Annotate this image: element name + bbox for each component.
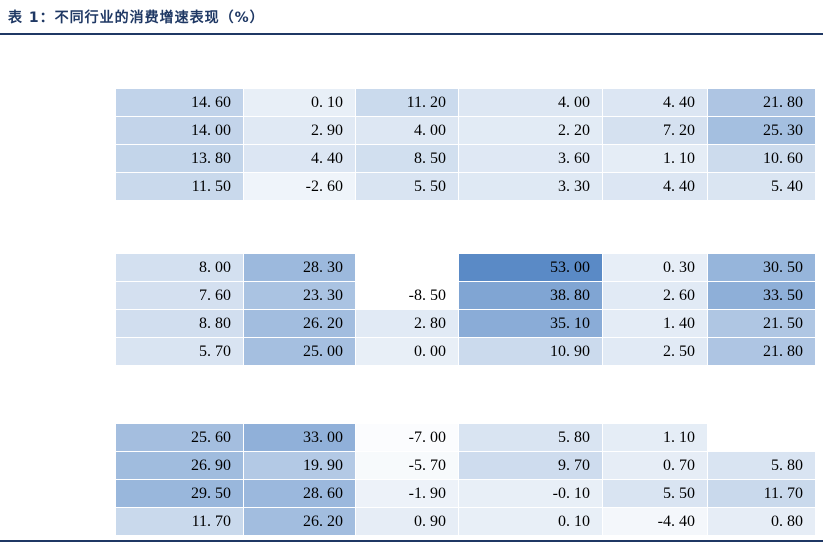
table-cell: 8. 50 <box>355 144 459 173</box>
table-cell: 9. 70 <box>458 451 603 480</box>
table-cell: 53. 00 <box>458 253 603 282</box>
heatmap-tables: 14. 60 0. 10 11. 20 4. 00 4. 40 21. 80 14. 00 2… <box>115 88 816 536</box>
table-cell: 8. 80 <box>115 309 244 338</box>
table-cell: 2. 80 <box>355 309 459 338</box>
table-row: 14. 00 2. 90 4. 00 2. 20 7. 20 25. 30 <box>115 116 816 145</box>
table-cell: 33. 50 <box>707 281 816 310</box>
table-cell: 3. 30 <box>458 172 603 201</box>
table-cell: 11. 20 <box>355 88 459 117</box>
table-cell: 4. 00 <box>355 116 459 145</box>
table-row: 14. 60 0. 10 11. 20 4. 00 4. 40 21. 80 <box>115 88 816 117</box>
table-cell: 5. 80 <box>707 451 816 480</box>
table-cell: 5. 80 <box>458 423 603 452</box>
table-cell: 38. 80 <box>458 281 603 310</box>
table-cell: 0. 00 <box>355 337 459 366</box>
table-cell: 8. 00 <box>115 253 244 282</box>
table-row: 26. 90 19. 90 -5. 70 9. 70 0. 70 5. 80 <box>115 451 816 480</box>
table-row: 29. 50 28. 60 -1. 90 -0. 10 5. 50 11. 70 <box>115 479 816 508</box>
table-cell: 14. 60 <box>115 88 244 117</box>
table-cell: 26. 20 <box>243 507 356 536</box>
table-cell: 29. 50 <box>115 479 244 508</box>
table-cell: 10. 60 <box>707 144 816 173</box>
table-cell: 5. 70 <box>115 337 244 366</box>
table-row: 25. 60 33. 00 -7. 00 5. 80 1. 10 <box>115 423 816 452</box>
table-cell: 14. 00 <box>115 116 244 145</box>
table-cell: -4. 40 <box>602 507 708 536</box>
table-cell: 1. 40 <box>602 309 708 338</box>
table-row: 13. 80 4. 40 8. 50 3. 60 1. 10 10. 60 <box>115 144 816 173</box>
table-cell: -8. 50 <box>355 281 459 310</box>
table-cell: 28. 60 <box>243 479 356 508</box>
table-cell: 5. 50 <box>602 479 708 508</box>
table-cell: 0. 10 <box>243 88 356 117</box>
table-cell: 25. 00 <box>243 337 356 366</box>
table-cell: 5. 50 <box>355 172 459 201</box>
table-cell: 0. 70 <box>602 451 708 480</box>
heat-table-block: 25. 60 33. 00 -7. 00 5. 80 1. 10 26. 90 19. 90… <box>115 423 816 536</box>
table-cell: 10. 90 <box>458 337 603 366</box>
table-cell: 35. 10 <box>458 309 603 338</box>
table-cell: 2. 90 <box>243 116 356 145</box>
table-cell: 2. 60 <box>602 281 708 310</box>
table-row: 7. 60 23. 30 -8. 50 38. 80 2. 60 33. 50 <box>115 281 816 310</box>
table-cell: 7. 60 <box>115 281 244 310</box>
table-cell: 26. 90 <box>115 451 244 480</box>
page-title: 表 1：不同行业的消费增速表现（%） <box>8 10 265 26</box>
table-cell <box>708 424 816 452</box>
table-cell: 33. 00 <box>243 423 356 452</box>
table-cell <box>355 253 459 282</box>
table-cell: 21. 80 <box>707 337 816 366</box>
table-cell: 25. 60 <box>115 423 244 452</box>
table-cell: -0. 10 <box>458 479 603 508</box>
table-cell: -7. 00 <box>355 423 459 452</box>
table-cell: 7. 20 <box>602 116 708 145</box>
table-cell: 4. 40 <box>602 88 708 117</box>
table-cell: 4. 40 <box>602 172 708 201</box>
table-cell: 19. 90 <box>243 451 356 480</box>
table-cell: 11. 70 <box>707 479 816 508</box>
table-cell: 11. 50 <box>115 172 244 201</box>
table-cell: 3. 60 <box>458 144 603 173</box>
table-cell: 0. 30 <box>602 253 708 282</box>
table-cell: 4. 00 <box>458 88 603 117</box>
table-cell: 2. 50 <box>602 337 708 366</box>
table-cell: 1. 10 <box>602 423 708 452</box>
table-cell: 21. 80 <box>707 88 816 117</box>
table-row: 8. 00 28. 30 53. 00 0. 30 30. 50 <box>115 253 816 282</box>
bottom-rule <box>0 540 823 542</box>
table-row: 11. 50 -2. 60 5. 50 3. 30 4. 40 5. 40 <box>115 172 816 201</box>
table-cell: 26. 20 <box>243 309 356 338</box>
table-cell: 23. 30 <box>243 281 356 310</box>
table-cell: 5. 40 <box>707 172 816 201</box>
table-cell: 1. 10 <box>602 144 708 173</box>
table-row: 8. 80 26. 20 2. 80 35. 10 1. 40 21. 50 <box>115 309 816 338</box>
table-cell: 21. 50 <box>707 309 816 338</box>
table-cell: 0. 90 <box>355 507 459 536</box>
table-cell: -1. 90 <box>355 479 459 508</box>
table-cell: 0. 80 <box>707 507 816 536</box>
title-rule <box>0 33 823 35</box>
table-cell: -2. 60 <box>243 172 356 201</box>
table-cell: 13. 80 <box>115 144 244 173</box>
table-row: 11. 70 26. 20 0. 90 0. 10 -4. 40 0. 80 <box>115 507 816 536</box>
heat-table-block: 14. 60 0. 10 11. 20 4. 00 4. 40 21. 80 14. 00 2… <box>115 88 816 201</box>
heat-table-block: 8. 00 28. 30 53. 00 0. 30 30. 50 7. 60 23. 30-… <box>115 253 816 366</box>
table-cell: 0. 10 <box>458 507 603 536</box>
table-cell: 4. 40 <box>243 144 356 173</box>
table-cell: -5. 70 <box>355 451 459 480</box>
table-cell: 30. 50 <box>707 253 816 282</box>
table-cell: 11. 70 <box>115 507 244 536</box>
table-row: 5. 70 25. 00 0. 00 10. 90 2. 50 21. 80 <box>115 337 816 366</box>
table-cell: 25. 30 <box>707 116 816 145</box>
table-cell: 2. 20 <box>458 116 603 145</box>
table-cell: 28. 30 <box>243 253 356 282</box>
